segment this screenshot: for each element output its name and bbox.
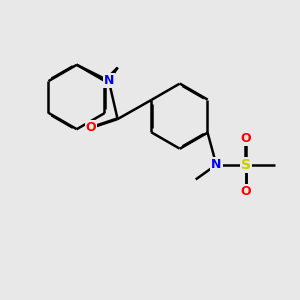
Text: O: O [86,122,96,134]
Text: O: O [241,185,251,198]
Text: S: S [241,158,251,172]
Text: O: O [241,132,251,145]
Text: N: N [103,74,114,87]
Text: N: N [211,158,221,171]
